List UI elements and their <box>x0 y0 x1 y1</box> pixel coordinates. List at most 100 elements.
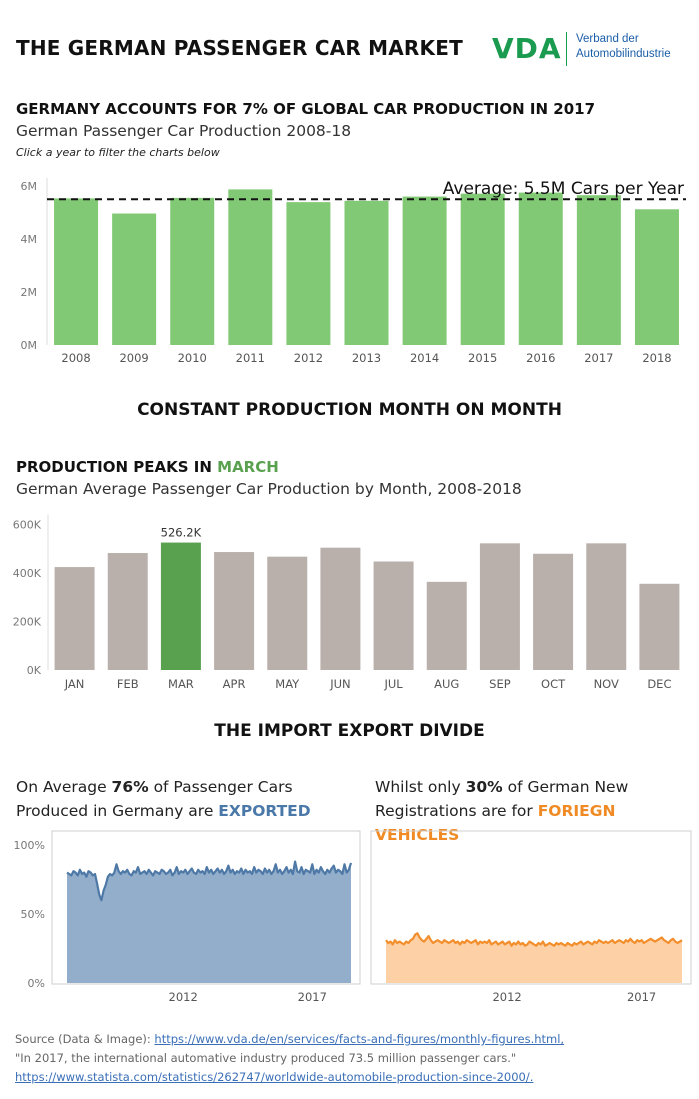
y-tick-label: 4M <box>21 233 38 246</box>
bar-2011 <box>228 189 273 345</box>
page-title: THE GERMAN PASSENGER CAR MARKET <box>16 36 463 60</box>
y-tick-label: 100% <box>14 839 45 852</box>
area-line <box>385 932 683 947</box>
x-tick-label: 2012 <box>169 990 198 1004</box>
section2-headline-prefix: PRODUCTION PEAKS IN <box>16 458 218 476</box>
x-tick-label: 2012 <box>294 351 323 365</box>
section2-headline-highlight: MARCH <box>217 458 279 476</box>
bar-OCT <box>533 553 574 670</box>
x-tick-label: 2010 <box>178 351 207 365</box>
x-tick-label: MAY <box>275 677 300 691</box>
export-percent: 76% <box>111 778 149 796</box>
source-link-vda[interactable]: https://www.vda.de/en/services/facts-and… <box>154 1032 565 1046</box>
x-tick-label: APR <box>223 677 246 691</box>
logo-line-2: Automobilindustrie <box>576 48 671 60</box>
x-tick-label: OCT <box>541 677 566 691</box>
foreign-registration-share-chart[interactable]: 2012 2017 <box>365 826 699 1011</box>
section1-subtitle: German Passenger Car Production 2008-18 <box>16 122 352 140</box>
x-tick-label: 2008 <box>61 351 90 365</box>
x-tick-label: 2014 <box>410 351 439 365</box>
export-text: On Average 76% of Passenger Cars Produce… <box>16 775 366 823</box>
bar-2017 <box>576 195 621 345</box>
x-tick-label: DEC <box>647 677 671 691</box>
x-tick-label: JAN <box>64 677 85 691</box>
export-text-2: of Passenger Cars Produced in Germany ar… <box>16 778 293 820</box>
y-tick-label: 6M <box>21 180 38 193</box>
source-label: Source (Data & Image): <box>15 1032 155 1046</box>
x-tick-label: 2009 <box>119 351 148 365</box>
bar-SEP <box>479 543 520 670</box>
source-quote: "In 2017, the international automative i… <box>15 1051 517 1065</box>
section3-heading: THE IMPORT EXPORT DIVIDE <box>214 721 485 741</box>
x-tick-label: 2017 <box>627 990 656 1004</box>
bar-JUL <box>373 561 414 670</box>
logo-text: Verband der Automobilindustrie <box>576 32 671 62</box>
section2-subtitle: German Average Passenger Car Production … <box>16 480 522 498</box>
y-tick-label: 200K <box>13 616 42 629</box>
bar-AUG <box>426 581 467 670</box>
bar-JUN <box>320 547 361 670</box>
x-tick-label: JUL <box>383 677 403 691</box>
data-label-MAR: 526.2K <box>161 526 202 540</box>
y-tick-label: 2M <box>21 286 38 299</box>
bar-2014 <box>402 196 447 345</box>
bar-2016 <box>518 192 563 345</box>
area-fill <box>67 861 351 983</box>
import-text-1: Whilst only <box>375 778 466 796</box>
section1-note: Click a year to filter the charts below <box>16 146 220 159</box>
average-label: Average: 5.5M Cars per Year <box>443 179 684 199</box>
logo-mark: VDA <box>492 32 562 65</box>
bar-2018 <box>634 209 679 345</box>
vda-logo: VDA Verband der Automobilindustrie <box>492 30 682 70</box>
bar-2010 <box>170 197 215 345</box>
x-tick-label: 2017 <box>298 990 327 1004</box>
import-percent: 30% <box>465 778 503 796</box>
section1-headline: GERMANY ACCOUNTS FOR 7% OF GLOBAL CAR PR… <box>16 100 596 118</box>
import-text-2: of German New Registrations are for <box>375 778 629 820</box>
bar-2015 <box>460 193 505 345</box>
x-tick-label: 2011 <box>236 351 265 365</box>
area-fill <box>386 933 682 983</box>
bar-DEC <box>639 583 680 670</box>
monthly-production-chart[interactable]: 0K 200K 400K 600K JAN FEB MAR 526.2K APR MAY JUN JU… <box>0 505 699 700</box>
y-tick-label: 400K <box>13 567 42 580</box>
x-tick-label: JUN <box>329 677 350 691</box>
bar-MAR <box>160 542 201 670</box>
bar-2009 <box>112 213 157 345</box>
x-tick-label: 2015 <box>468 351 497 365</box>
x-tick-label: 2013 <box>352 351 381 365</box>
logo-line-1: Verband der <box>576 33 639 45</box>
section2-heading: CONSTANT PRODUCTION MONTH ON MONTH <box>137 400 562 420</box>
export-share-chart[interactable]: 100% 50% 0% 2012 2017 <box>0 826 365 1011</box>
x-tick-label: 2018 <box>642 351 671 365</box>
import-text: Whilst only 30% of German New Registrati… <box>375 775 695 847</box>
y-tick-label: 0% <box>28 977 45 990</box>
bar-APR <box>214 552 255 670</box>
x-tick-label: NOV <box>594 677 619 691</box>
section2-headline: PRODUCTION PEAKS IN MARCH <box>16 458 279 476</box>
x-tick-label: 2012 <box>492 990 521 1004</box>
y-tick-label: 0M <box>21 339 38 352</box>
source-link-statista[interactable]: https://www.statista.com/statistics/2627… <box>15 1070 534 1084</box>
annual-production-chart[interactable]: 0M 2M 4M 6M 2008 2009 2010 2011 2012 2013 2014 2015… <box>0 172 699 372</box>
bar-NOV <box>586 543 627 670</box>
x-tick-label: MAR <box>168 677 194 691</box>
y-tick-label: 0K <box>27 664 42 677</box>
bar-2012 <box>286 202 331 345</box>
chart-frame <box>370 830 692 985</box>
bar-2008 <box>54 198 99 345</box>
bar-JAN <box>54 567 95 670</box>
area-line <box>66 860 353 902</box>
bar-MAY <box>267 556 308 670</box>
bar-2013 <box>344 200 389 345</box>
x-tick-label: 2017 <box>584 351 613 365</box>
x-tick-label: AUG <box>434 677 459 691</box>
bar-FEB <box>107 553 148 670</box>
export-highlight: EXPORTED <box>218 802 311 820</box>
chart-frame <box>51 830 361 985</box>
footer-sources: Source (Data & Image): https://www.vda.d… <box>15 1030 685 1087</box>
x-tick-label: SEP <box>489 677 511 691</box>
y-tick-label: 50% <box>21 908 45 921</box>
export-text-1: On Average <box>16 778 112 796</box>
x-tick-label: FEB <box>117 677 139 691</box>
